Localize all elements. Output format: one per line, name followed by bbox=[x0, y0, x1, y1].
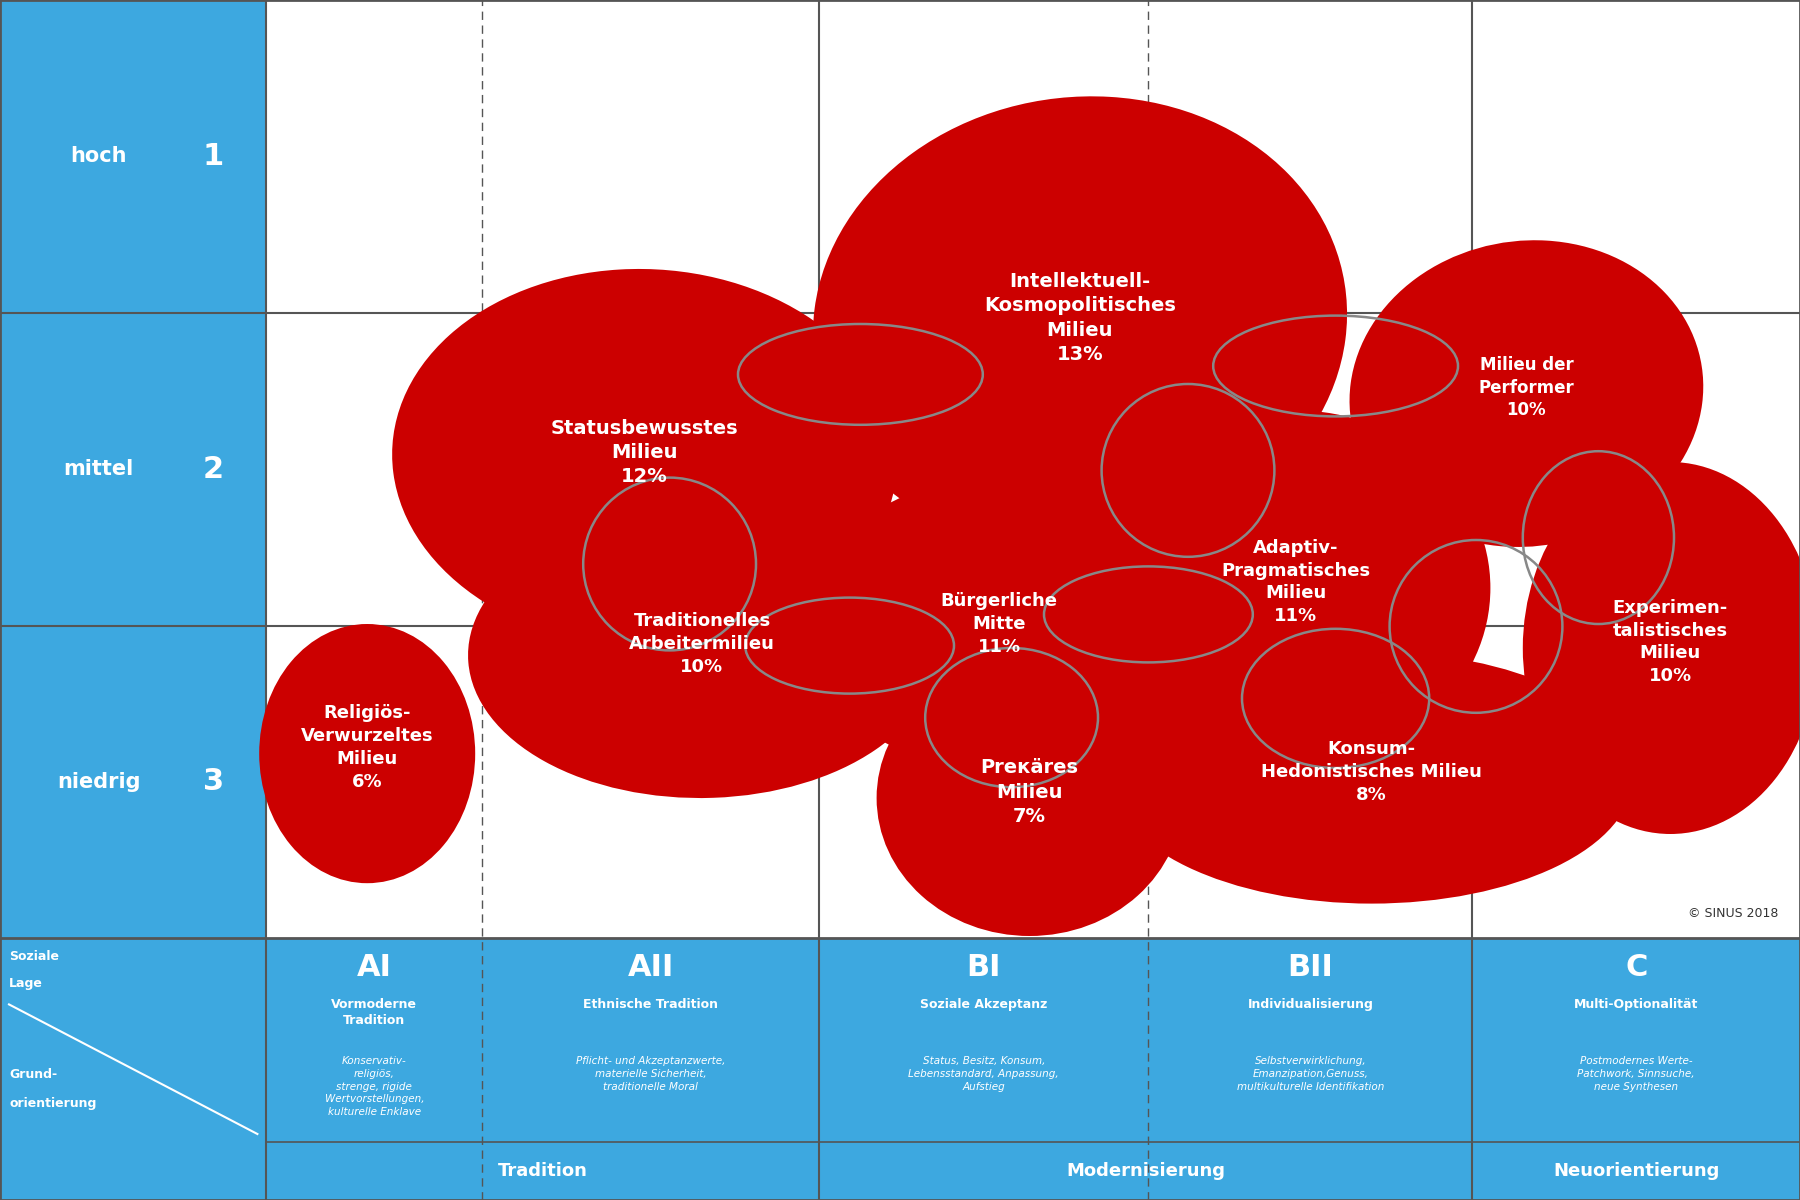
Text: C: C bbox=[1625, 953, 1647, 982]
Text: Multi-Optionalität: Multi-Optionalität bbox=[1573, 998, 1699, 1012]
Text: Postmodernes Werte-
Patchwork, Sinnsuche,
neue Synthesen: Postmodernes Werte- Patchwork, Sinnsuche… bbox=[1577, 1056, 1696, 1092]
Text: Tradition: Tradition bbox=[499, 1162, 587, 1181]
Ellipse shape bbox=[259, 624, 475, 883]
Text: mittel: mittel bbox=[63, 460, 133, 479]
Text: Ethnische Tradition: Ethnische Tradition bbox=[583, 998, 718, 1012]
Ellipse shape bbox=[468, 510, 936, 798]
Bar bbox=[266, 0, 1800, 938]
Text: BI: BI bbox=[967, 953, 1001, 982]
Text: 1: 1 bbox=[202, 142, 223, 170]
Bar bbox=[0, 938, 1800, 1200]
Text: Soziale: Soziale bbox=[9, 950, 59, 964]
Text: Bürgerliche
Mitte
11%: Bürgerliche Mitte 11% bbox=[941, 592, 1058, 656]
Text: Modernisierung: Modernisierung bbox=[1066, 1162, 1226, 1181]
Text: Traditionelles
Arbeitermilieu
10%: Traditionelles Arbeitermilieu 10% bbox=[628, 612, 776, 677]
Text: Intellektuell-
Kosmopolitisches
Milieu
13%: Intellektuell- Kosmopolitisches Milieu 1… bbox=[985, 272, 1175, 364]
Text: Milieu der
Performer
10%: Milieu der Performer 10% bbox=[1478, 355, 1575, 420]
Ellipse shape bbox=[1102, 410, 1490, 766]
Ellipse shape bbox=[1523, 462, 1800, 834]
Text: Individualisierung: Individualisierung bbox=[1247, 998, 1373, 1012]
Text: Lage: Lage bbox=[9, 977, 43, 990]
Text: AII: AII bbox=[628, 953, 673, 982]
Text: hoch: hoch bbox=[70, 146, 126, 167]
Text: © SINUS 2018: © SINUS 2018 bbox=[1688, 907, 1778, 920]
Text: orientierung: orientierung bbox=[9, 1097, 97, 1110]
Text: Selbstverwirklichung,
Emanzipation,Genuss,
multikulturelle Identifikation: Selbstverwirklichung, Emanzipation,Genus… bbox=[1237, 1056, 1384, 1092]
Ellipse shape bbox=[877, 660, 1183, 936]
Text: BII: BII bbox=[1287, 953, 1334, 982]
Text: Grund-: Grund- bbox=[9, 1068, 58, 1081]
Text: Status, Besitz, Konsum,
Lebensstandard, Anpassung,
Aufstieg: Status, Besitz, Konsum, Lebensstandard, … bbox=[909, 1056, 1058, 1092]
Text: Vormoderne
Tradition: Vormoderne Tradition bbox=[331, 998, 418, 1027]
Ellipse shape bbox=[392, 269, 896, 648]
Text: Neuorientierung: Neuorientierung bbox=[1553, 1162, 1719, 1181]
Ellipse shape bbox=[1111, 652, 1633, 904]
Bar bbox=[0, 0, 266, 938]
Text: 2: 2 bbox=[203, 455, 223, 484]
Text: Soziale Akzeptanz: Soziale Akzeptanz bbox=[920, 998, 1048, 1012]
Text: Prекäres
Milieu
7%: Prекäres Milieu 7% bbox=[981, 758, 1078, 826]
Ellipse shape bbox=[805, 478, 1193, 770]
Text: Konsum-
Hedonistisches Milieu
8%: Konsum- Hedonistisches Milieu 8% bbox=[1262, 739, 1481, 804]
Text: Adaptiv-
Pragmatisches
Milieu
11%: Adaptiv- Pragmatisches Milieu 11% bbox=[1222, 539, 1370, 625]
Text: Pflicht- und Akzeptanzwerte,
materielle Sicherheit,
traditionelle Moral: Pflicht- und Akzeptanzwerte, materielle … bbox=[576, 1056, 725, 1092]
Text: AI: AI bbox=[356, 953, 392, 982]
Ellipse shape bbox=[1350, 240, 1703, 547]
Text: 3: 3 bbox=[203, 768, 223, 797]
Ellipse shape bbox=[814, 96, 1346, 552]
Text: Konservativ-
religiös,
strenge, rigide
Wertvorstellungen,
kulturelle Enklave: Konservativ- religiös, strenge, rigide W… bbox=[324, 1056, 425, 1117]
Text: niedrig: niedrig bbox=[58, 772, 140, 792]
Text: Experimen-
talistisches
Milieu
10%: Experimen- talistisches Milieu 10% bbox=[1613, 599, 1728, 685]
Text: Religiös-
Verwurzeltes
Milieu
6%: Religiös- Verwurzeltes Milieu 6% bbox=[301, 704, 434, 791]
Text: Statusbewusstes
Milieu
12%: Statusbewusstes Milieu 12% bbox=[551, 419, 738, 486]
